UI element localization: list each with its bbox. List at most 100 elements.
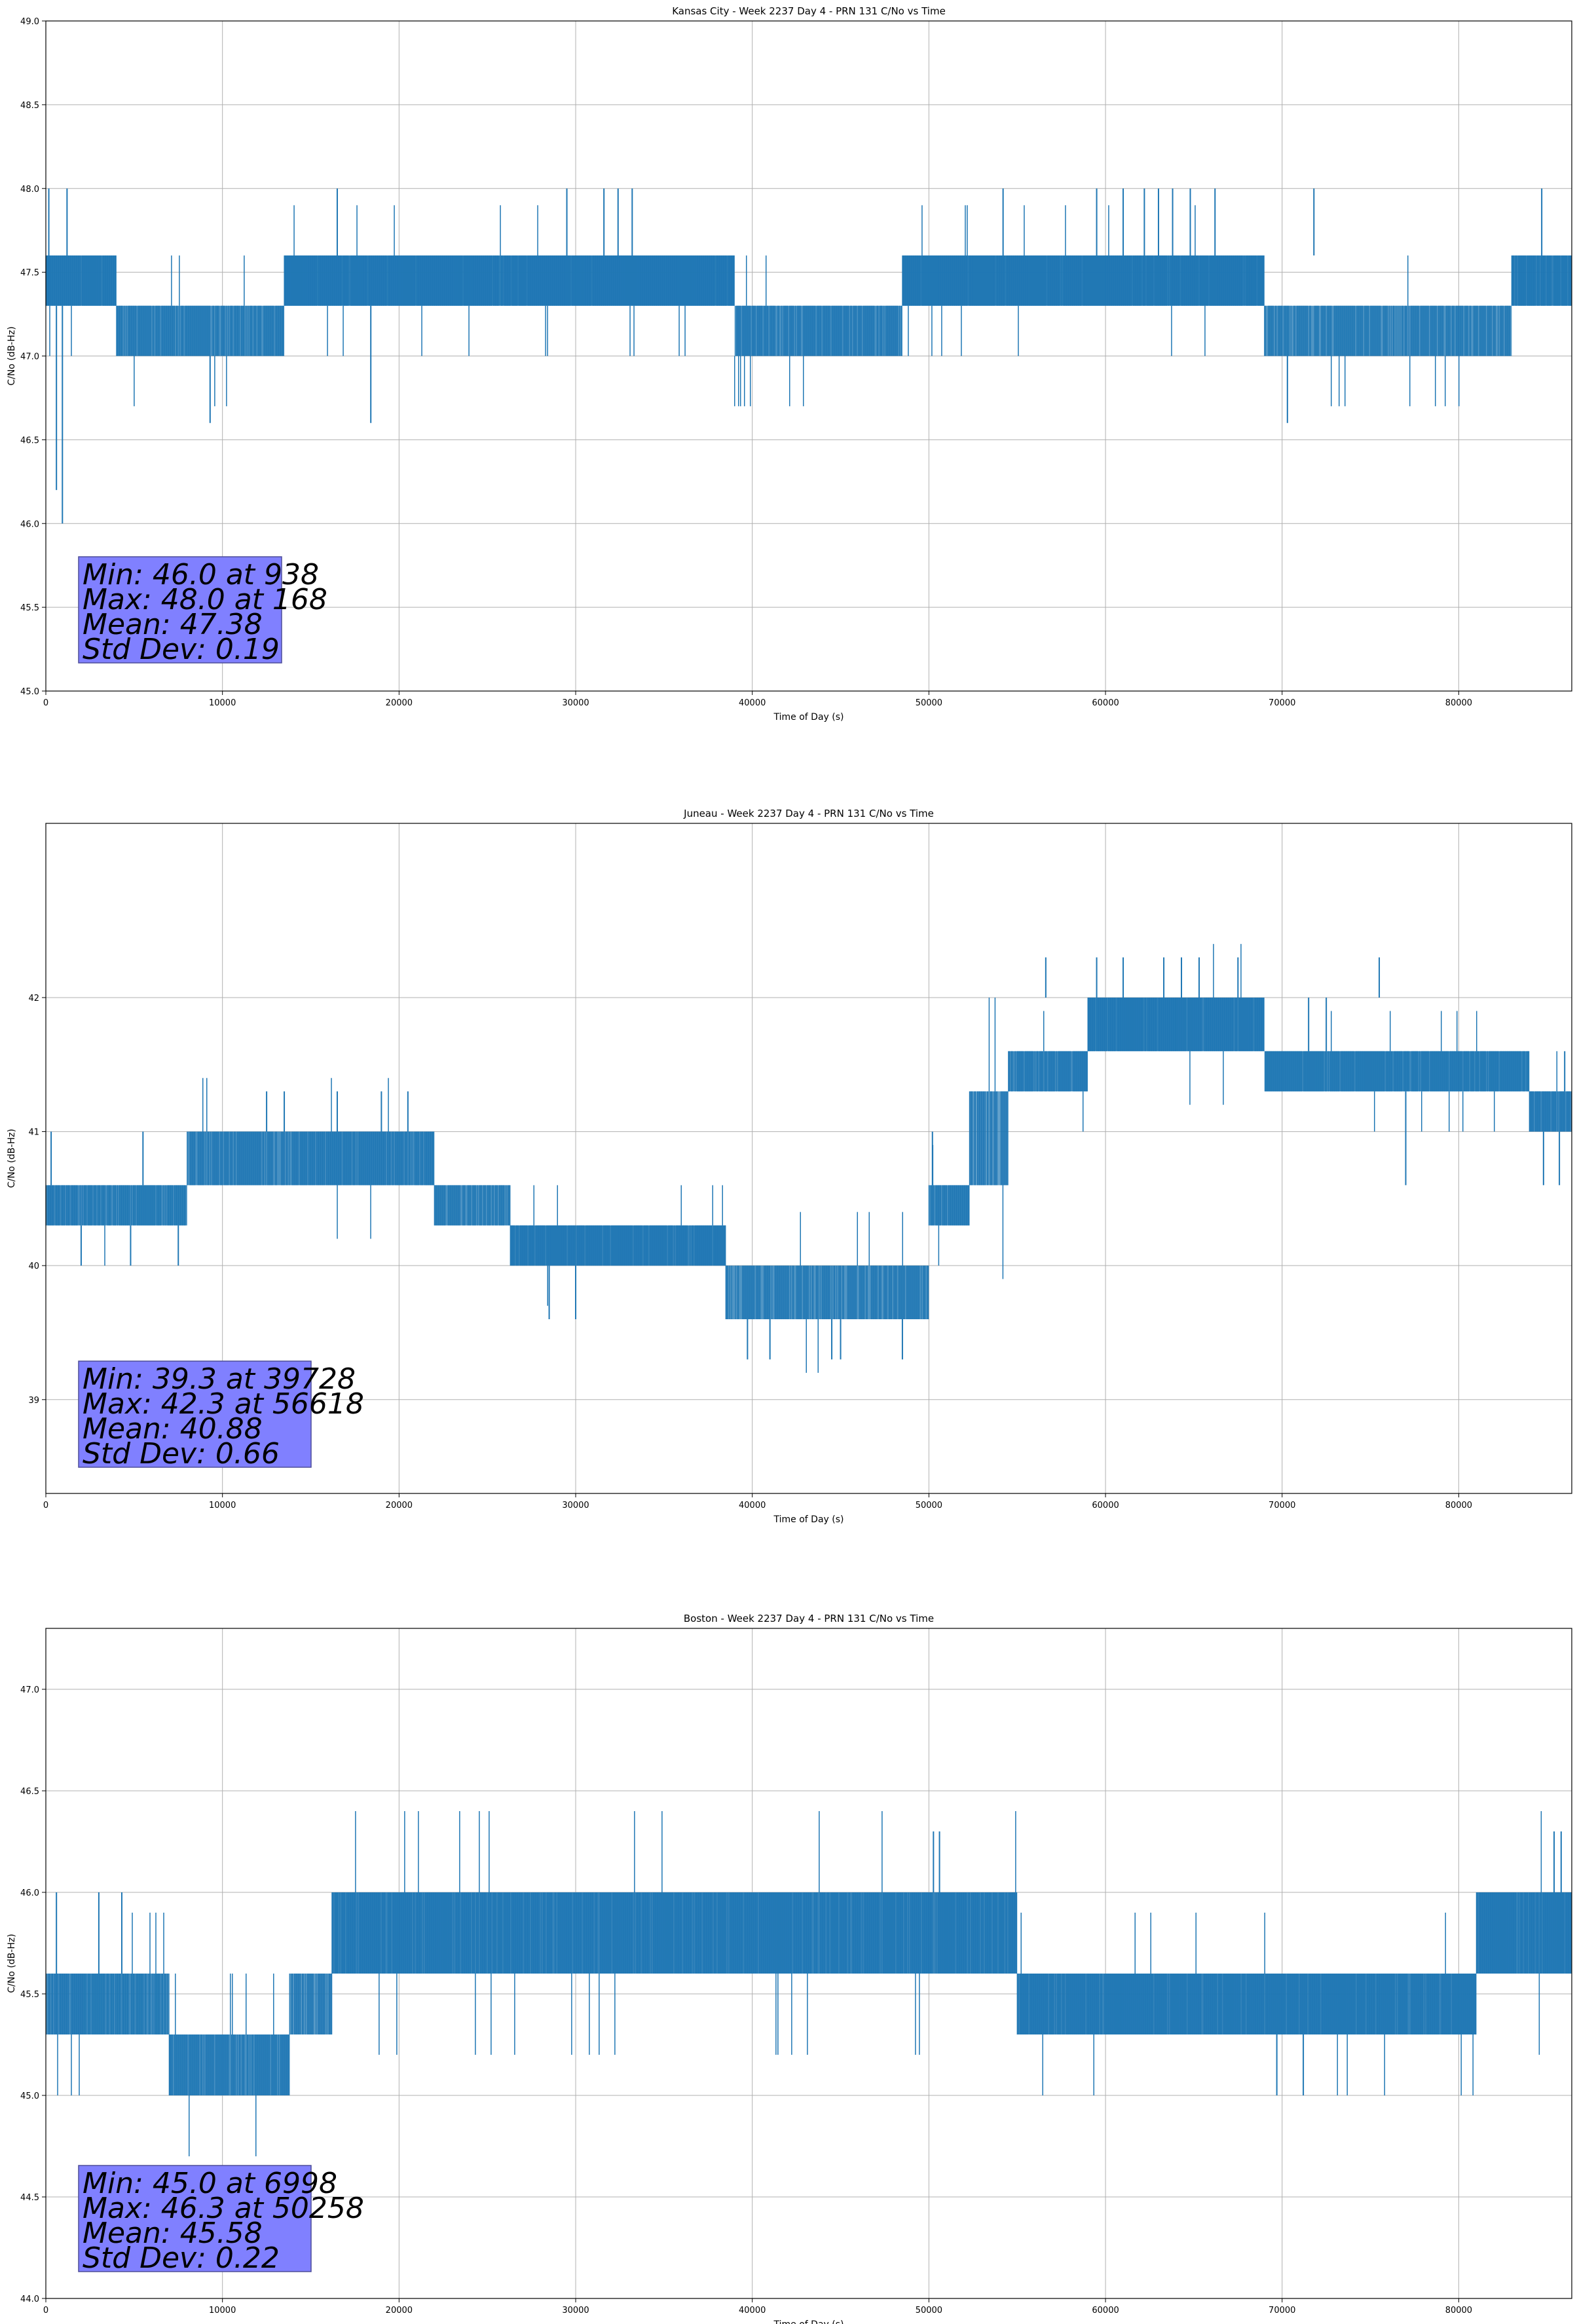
- data-segment: [1008, 1011, 1088, 1132]
- stats-line: Min: 46.0 at 938: [83, 558, 319, 591]
- chart-panel-2: 0 10000 20000 30000 40000 50000 60000 70000 8000…: [7, 1613, 1572, 2324]
- data-band: [1529, 1091, 1572, 1132]
- stats-line: Min: 39.3 at 39728: [83, 1362, 356, 1396]
- data-segment: [733, 255, 902, 407]
- stats-line: Std Dev: 0.22: [83, 2241, 280, 2275]
- y-tick-label: 46.0: [20, 519, 39, 529]
- data-band: [1476, 1892, 1572, 1974]
- data-segment: [1087, 997, 1176, 1051]
- x-tick-label: 80000: [1445, 698, 1472, 708]
- x-tick-label: 30000: [562, 1501, 589, 1510]
- axes-frame: [45, 823, 1572, 1494]
- x-tick-label: 40000: [739, 698, 766, 708]
- data-segment: [902, 205, 1265, 356]
- y-tick-label: 41: [28, 1128, 39, 1138]
- data-segment: [969, 997, 1009, 1279]
- data-segment: [928, 1145, 970, 1266]
- x-tick-label: 10000: [209, 698, 236, 708]
- x-tick-label: 0: [43, 2306, 48, 2315]
- x-tick-label: 70000: [1269, 1501, 1295, 1510]
- y-tick-label: 48.0: [20, 185, 39, 195]
- stats-line: Max: 46.3 at 50258: [83, 2192, 364, 2225]
- data-segment: [45, 1185, 187, 1266]
- chart-panel-0: 0 10000 20000 30000 40000 50000 60000 70000 8000…: [7, 5, 1572, 722]
- stats-line: Std Dev: 0.19: [83, 633, 280, 666]
- x-tick-label: 60000: [1092, 1501, 1119, 1510]
- x-tick-label: 20000: [386, 698, 413, 708]
- data-segment: [1016, 1913, 1477, 2095]
- data-series: [45, 188, 1572, 524]
- data-segment: [1529, 1051, 1572, 1132]
- y-tick-label: 44.0: [20, 2295, 39, 2304]
- y-tick-label: 45.5: [20, 603, 39, 613]
- chart-title: Boston - Week 2237 Day 4 - PRN 131 C/No …: [684, 1613, 934, 1624]
- x-axis-label: Time of Day (s): [773, 2319, 844, 2324]
- y-tick-label: 39: [28, 1396, 39, 1406]
- x-tick-label: 70000: [1269, 698, 1295, 708]
- stats-line: Mean: 40.88: [83, 1412, 263, 1446]
- y-tick-label: 47.5: [20, 269, 39, 278]
- x-tick-label: 50000: [916, 698, 942, 708]
- stats-line: Max: 42.3 at 56618: [83, 1387, 364, 1421]
- x-tick-label: 60000: [1092, 698, 1119, 708]
- data-series: [46, 1811, 1572, 2156]
- data-segment: [46, 1913, 170, 2095]
- x-tick-label: 10000: [209, 1501, 236, 1510]
- x-tick-label: 40000: [739, 1501, 766, 1510]
- data-segment: [284, 205, 735, 356]
- data-segment: [289, 1974, 333, 2034]
- x-tick-label: 40000: [739, 2306, 766, 2315]
- stats-line: Mean: 45.58: [83, 2217, 263, 2250]
- y-tick-label: 45.0: [20, 2091, 39, 2101]
- data-segment: [301, 1078, 435, 1239]
- x-axis-label: Time of Day (s): [773, 1514, 844, 1525]
- y-axis-label: C/No (dB-Hz): [7, 326, 17, 385]
- x-axis-label: Time of Day (s): [773, 712, 844, 722]
- x-tick-label: 70000: [1269, 2306, 1295, 2315]
- stats-line: Min: 45.0 at 6998: [83, 2167, 337, 2200]
- data-segment: [169, 1974, 290, 2156]
- x-tick-label: 30000: [562, 2306, 589, 2315]
- data-segment: [510, 1185, 726, 1306]
- data-segment: [331, 1811, 1018, 2055]
- x-tick-label: 0: [43, 1501, 48, 1510]
- x-tick-label: 60000: [1092, 2306, 1119, 2315]
- data-segment: [1264, 255, 1512, 407]
- y-tick-label: 46.0: [20, 1888, 39, 1898]
- y-axis-label: C/No (dB-Hz): [7, 1934, 17, 1993]
- data-segment: [116, 255, 285, 407]
- chart-title: Kansas City - Week 2237 Day 4 - PRN 131 …: [672, 5, 946, 17]
- y-tick-label: 40: [28, 1262, 39, 1271]
- x-tick-label: 30000: [562, 698, 589, 708]
- stats-box: [78, 1360, 312, 1468]
- stats-box: [78, 556, 282, 664]
- data-segment: [1264, 1011, 1530, 1132]
- x-tick-label: 80000: [1445, 2306, 1472, 2315]
- x-tick-label: 0: [43, 698, 48, 708]
- y-tick-label: 44.5: [20, 2193, 39, 2203]
- data-segment: [1511, 255, 1572, 306]
- y-tick-label: 42: [28, 994, 39, 1003]
- stats-box: [78, 2165, 312, 2272]
- data-segment: [725, 1212, 929, 1373]
- data-band: [289, 1974, 332, 2034]
- x-tick-label: 50000: [916, 2306, 942, 2315]
- data-segment: [434, 1185, 511, 1226]
- stats-line: Std Dev: 0.66: [83, 1437, 280, 1471]
- data-segment: [45, 255, 117, 356]
- x-tick-label: 10000: [209, 2306, 236, 2315]
- x-tick-label: 80000: [1445, 1501, 1472, 1510]
- axes-frame: [45, 1628, 1572, 2299]
- y-tick-label: 45.5: [20, 1990, 39, 2000]
- y-tick-label: 48.5: [20, 101, 39, 111]
- data-series: [45, 944, 1572, 1373]
- data-band: [1008, 1051, 1088, 1092]
- chart-title: Juneau - Week 2237 Day 4 - PRN 131 C/No …: [683, 808, 934, 819]
- data-segment: [1475, 1811, 1572, 2055]
- stats-line: Max: 48.0 at 168: [83, 583, 327, 616]
- x-tick-label: 50000: [916, 1501, 942, 1510]
- y-tick-label: 49.0: [20, 17, 39, 27]
- data-segment: [187, 1078, 303, 1186]
- x-tick-label: 20000: [386, 1501, 413, 1510]
